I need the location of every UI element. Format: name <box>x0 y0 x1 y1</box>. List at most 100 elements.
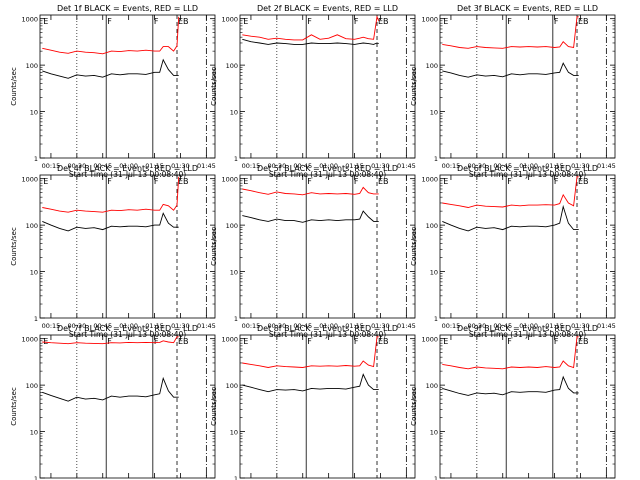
annotation-label: F <box>307 17 312 26</box>
lld-series-line <box>442 176 579 208</box>
y-tick-label: 1 <box>34 315 38 323</box>
x-tick-label: 00:45 <box>293 162 312 170</box>
plot-frame <box>239 334 416 479</box>
lld-series-line <box>442 336 579 370</box>
x-tick-label: 00:15 <box>442 322 461 330</box>
annotation-label: F <box>354 177 359 186</box>
x-tick-label: 00:30 <box>467 322 486 330</box>
y-tick-label: 1 <box>34 155 38 163</box>
panel-title: Det 4f BLACK = Events, RED = LLD <box>57 164 198 173</box>
y-tick-label: 100 <box>226 382 238 390</box>
y-tick-label: 1000 <box>21 16 38 24</box>
plot-frame <box>439 334 616 479</box>
plot-frame <box>39 14 216 159</box>
y-tick-label: 10 <box>30 429 38 437</box>
detector-panel-7: Det 7f BLACK = Events, RED = LLD10001001… <box>10 324 216 480</box>
x-tick-label: 00:45 <box>493 322 512 330</box>
lld-series-line <box>42 336 179 345</box>
y-tick-label: 100 <box>26 382 38 390</box>
y-tick-label: 1 <box>434 155 438 163</box>
annotation-label: EB <box>378 177 389 186</box>
y-tick-label: 100 <box>226 222 238 230</box>
x-tick-label: 01:00 <box>119 322 138 330</box>
annotation-label: EB <box>178 177 189 186</box>
x-tick-label: 01:45 <box>197 162 216 170</box>
x-tick-label: 00:15 <box>242 322 261 330</box>
annotation-label: EB <box>378 337 389 346</box>
annotation-label: EB <box>578 177 589 186</box>
x-tick-label: 01:15 <box>145 322 164 330</box>
x-tick-label: 01:45 <box>597 322 616 330</box>
annotation-label: F <box>554 337 559 346</box>
panel-title: Det 5f BLACK = Events, RED = LLD <box>257 164 398 173</box>
panel-title: Det 9f BLACK = Events, RED = LLD <box>457 324 598 333</box>
lld-series-line <box>42 16 180 55</box>
panel-title: Det 1f BLACK = Events, RED = LLD <box>57 4 198 13</box>
y-tick-label: 10 <box>230 429 238 437</box>
events-series-line <box>42 376 179 402</box>
plot-frame <box>439 174 616 319</box>
annotation-label: E <box>443 177 448 186</box>
y-axis-label: Counts/sec <box>210 67 218 106</box>
annotation-label: F <box>307 177 312 186</box>
panel-title: Det 3f BLACK = Events, RED = LLD <box>457 4 598 13</box>
x-tick-label: 01:15 <box>345 322 364 330</box>
panel-title: Det 6f BLACK = Events, RED = LLD <box>457 164 598 173</box>
x-tick-label: 01:00 <box>519 162 538 170</box>
x-tick-label: 01:45 <box>197 322 216 330</box>
lld-series-line <box>242 15 380 41</box>
annotation-label: F <box>107 17 112 26</box>
plot-frame <box>239 174 416 319</box>
annotation-label: F <box>354 17 359 26</box>
annotation-label: F <box>154 177 159 186</box>
annotation-label: E <box>243 17 248 26</box>
y-axis-label: Counts/sec <box>10 387 18 426</box>
x-tick-label: 00:30 <box>267 322 286 330</box>
y-tick-label: 10 <box>230 109 238 117</box>
y-tick-label: 100 <box>426 382 438 390</box>
x-tick-label: 01:15 <box>545 322 564 330</box>
y-axis-label: Counts/sec <box>410 227 418 266</box>
detector-panel-2: Det 2f BLACK = Events, RED = LLD10001001… <box>210 4 416 179</box>
annotation-label: E <box>243 177 248 186</box>
annotation-label: F <box>507 17 512 26</box>
annotation-label: E <box>43 337 48 346</box>
y-tick-label: 1 <box>234 315 238 323</box>
plot-frame <box>439 14 616 159</box>
lld-series-line <box>242 186 379 196</box>
annotation-label: EB <box>578 17 589 26</box>
y-axis-label: Counts/sec <box>10 227 18 266</box>
x-tick-label: 01:00 <box>319 162 338 170</box>
y-tick-label: 100 <box>426 222 438 230</box>
plot-frame <box>39 334 216 479</box>
x-tick-label: 01:45 <box>597 162 616 170</box>
lld-series-line <box>442 16 579 49</box>
panel-title: Det 2f BLACK = Events, RED = LLD <box>257 4 398 13</box>
y-tick-label: 10 <box>430 269 438 277</box>
annotation-label: EB <box>178 17 189 26</box>
x-tick-label: 00:45 <box>293 322 312 330</box>
events-series-line <box>442 62 579 78</box>
x-tick-label: 00:15 <box>42 162 61 170</box>
x-tick-label: 01:30 <box>171 322 190 330</box>
y-tick-label: 10 <box>230 269 238 277</box>
y-tick-label: 100 <box>26 222 38 230</box>
annotation-label: E <box>43 177 48 186</box>
annotation-label: E <box>243 337 248 346</box>
annotation-label: EB <box>378 17 389 26</box>
annotation-label: EB <box>578 337 589 346</box>
x-tick-label: 01:30 <box>371 162 390 170</box>
annotation-label: F <box>154 17 159 26</box>
annotation-label: F <box>107 337 112 346</box>
detector-panel-5: Det 5f BLACK = Events, RED = LLD10001001… <box>210 164 416 339</box>
detector-panel-3: Det 3f BLACK = Events, RED = LLD10001001… <box>410 4 616 179</box>
x-tick-label: 00:30 <box>67 162 86 170</box>
x-tick-label: 00:45 <box>493 162 512 170</box>
y-tick-label: 1 <box>234 475 238 480</box>
events-series-line <box>42 58 179 79</box>
y-axis-label: Counts/sec <box>10 67 18 106</box>
events-series-line <box>442 375 579 396</box>
y-tick-label: 1000 <box>421 16 438 24</box>
